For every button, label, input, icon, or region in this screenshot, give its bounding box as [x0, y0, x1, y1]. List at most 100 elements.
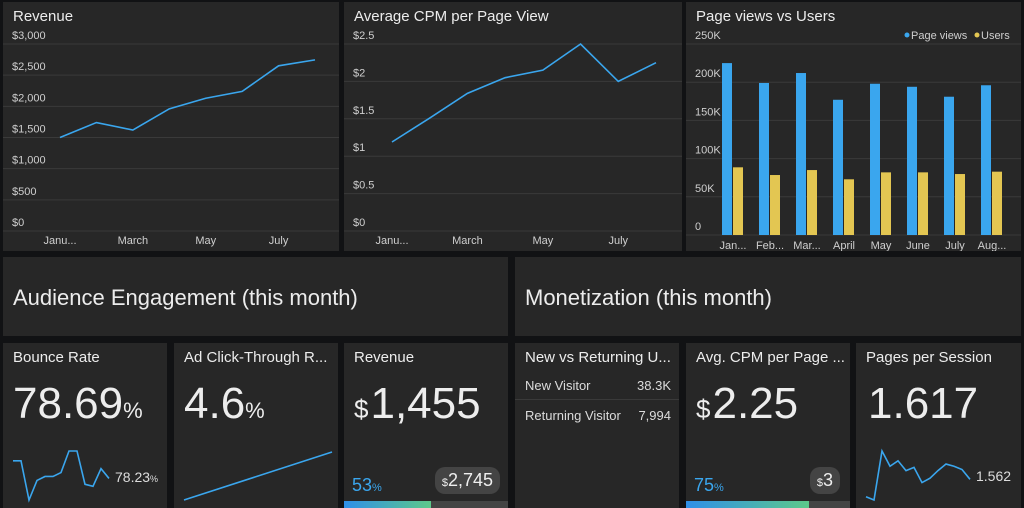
- spark-value: 78.23%: [115, 469, 158, 485]
- x-tick-label: July: [269, 235, 289, 247]
- legend-marker: [904, 32, 910, 38]
- bar-page-views: [907, 86, 917, 235]
- x-tick-label: Janu...: [43, 235, 76, 247]
- value: 2,745: [447, 470, 493, 490]
- kpi-value: 4.6%: [184, 379, 265, 429]
- currency: $: [816, 477, 823, 489]
- cpm-chart-panel: Average CPM per Page View $0 $0.5 $1 $1.5 $2…: [344, 2, 682, 251]
- x-tick-label: April: [833, 240, 855, 251]
- bar-users: [918, 172, 928, 235]
- legend-marker: [974, 32, 980, 38]
- y-tick-label: $0.5: [353, 180, 374, 192]
- kpi-value: $1,455: [354, 379, 481, 429]
- bar-users: [844, 179, 854, 235]
- bar-page-views: [870, 83, 880, 235]
- value: 78.69: [13, 379, 124, 428]
- x-tick-label: Mar...: [793, 240, 821, 251]
- new-vs-returning-card: New vs Returning U... New Visitor 38.3K R…: [515, 343, 679, 508]
- y-tick-label: $0: [12, 217, 24, 229]
- y-tick-label: $500: [12, 186, 36, 198]
- y-tick-label: 0: [695, 221, 701, 233]
- x-tick-label: March: [452, 235, 483, 247]
- progress-fill: [686, 501, 809, 508]
- value: 3: [822, 470, 833, 490]
- x-tick-label: Janu...: [375, 235, 408, 247]
- progress-fill: [344, 501, 431, 508]
- y-tick-label: 150K: [695, 106, 721, 118]
- label: New Visitor: [525, 378, 591, 393]
- section-title: Monetization (this month): [525, 285, 772, 310]
- y-tick-label: $3,000: [12, 30, 46, 42]
- bar-page-views: [759, 82, 769, 236]
- cpm-kpi-card: Avg. CPM per Page ... $2.25 75% $3: [686, 343, 850, 508]
- label: Returning Visitor: [525, 408, 621, 423]
- x-tick-label: May: [532, 235, 553, 247]
- x-tick-label: July: [609, 235, 629, 247]
- y-tick-label: $2: [353, 67, 365, 79]
- value: 78.23: [115, 469, 151, 485]
- y-tick-label: $1,500: [12, 124, 46, 136]
- card-title: Revenue: [354, 349, 415, 366]
- y-tick-label: 200K: [695, 68, 721, 80]
- kpi-value: 1.617: [868, 379, 979, 428]
- card-title: Ad Click-Through R...: [184, 349, 328, 366]
- value: 38.3K: [637, 378, 671, 393]
- y-tick-label: $2,500: [12, 61, 46, 73]
- section-title: Audience Engagement (this month): [13, 285, 358, 310]
- ctr-card: Ad Click-Through R... 4.6%: [174, 343, 338, 508]
- x-tick-label: July: [945, 240, 965, 251]
- bar-page-views: [796, 73, 806, 235]
- y-tick-label: $1,000: [12, 155, 46, 167]
- revenue-chart-panel: Revenue $0 $500 $1,000 $1,500 $2,000 $2,500 $3…: [3, 2, 339, 251]
- audience-section-header: Audience Engagement (this month): [3, 257, 508, 336]
- target-badge: $2,745: [434, 467, 500, 494]
- progress-percent: 75%: [694, 475, 724, 496]
- bar-users: [733, 167, 743, 235]
- value: 53: [352, 475, 373, 495]
- progress-bar: [344, 501, 508, 508]
- currency: $: [696, 394, 711, 424]
- bar-users: [807, 170, 817, 235]
- list-item: Returning Visitor 7,994: [515, 400, 679, 430]
- pages-per-session-card: Pages per Session 1.617 1.562: [856, 343, 1021, 508]
- pageviews-chart-panel: Page views vs Users 0 50K 100K 150K 200K 250K…: [686, 2, 1021, 251]
- progress-bar: [686, 501, 850, 508]
- unit: %: [714, 482, 724, 494]
- x-tick-label: Feb...: [756, 240, 784, 251]
- value: 7,994: [638, 408, 671, 423]
- y-tick-label: 50K: [695, 183, 715, 195]
- bar-users: [992, 171, 1002, 235]
- y-tick-label: 250K: [695, 30, 721, 42]
- pageviews-bar-chart: 0 50K 100K 150K 200K 250K Jan... Feb... Mar... Ap…: [686, 30, 1021, 251]
- bounce-rate-card: Bounce Rate 78.69% 78.23%: [3, 343, 167, 508]
- x-tick-label: Jan...: [720, 240, 747, 251]
- monetization-section-header: Monetization (this month): [515, 257, 1021, 336]
- bar-users: [770, 175, 780, 235]
- chart-title: Revenue: [13, 8, 74, 25]
- value: 4.6: [184, 379, 246, 428]
- card-title: Avg. CPM per Page ...: [696, 349, 845, 366]
- sparkline: [183, 451, 333, 501]
- x-tick-label: June: [906, 240, 930, 251]
- sparkline: [13, 450, 110, 503]
- unit: %: [245, 398, 265, 423]
- unit: %: [123, 398, 143, 423]
- x-tick-label: May: [195, 235, 216, 247]
- value: 2.25: [712, 379, 799, 428]
- cpm-line-chart: $0 $0.5 $1 $1.5 $2 $2.5 Janu... March May July: [344, 30, 682, 247]
- progress-percent: 53%: [352, 475, 382, 496]
- unit: %: [372, 482, 382, 494]
- y-tick-label: $1.5: [353, 105, 374, 117]
- y-tick-label: $2,000: [12, 92, 46, 104]
- bar-page-views: [833, 99, 843, 235]
- y-tick-label: $2.5: [353, 30, 374, 42]
- y-tick-label: 100K: [695, 145, 721, 157]
- sparkline-path: [13, 450, 110, 503]
- y-tick-label: $0: [353, 217, 365, 229]
- bar-page-views: [944, 96, 954, 235]
- legend-label: Users: [981, 30, 1010, 42]
- value: 1,455: [370, 379, 481, 428]
- bar-users: [881, 172, 891, 235]
- unit: %: [150, 474, 159, 484]
- sparkline-path: [183, 451, 333, 501]
